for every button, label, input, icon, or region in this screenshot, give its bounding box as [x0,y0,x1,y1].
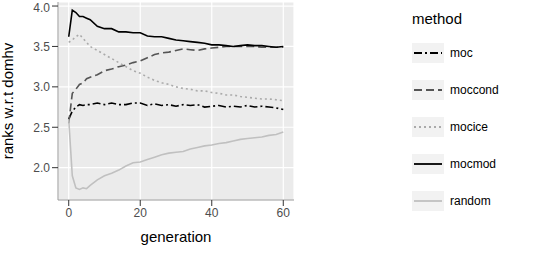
html-text:random: random [450,193,491,208]
html-text:mocmod: mocmod [450,156,496,171]
svg-text:60: 60 [277,206,291,220]
svg-text:ranks w.r.t domhv: ranks w.r.t domhv [8,42,16,159]
svg-text:3.0: 3.0 [33,80,50,94]
svg-text:generation: generation [141,228,212,245]
svg-text:2.0: 2.0 [33,161,50,175]
html-text:method: method [412,10,462,27]
svg-text:3.5: 3.5 [33,40,50,54]
svg-text:40: 40 [205,206,219,220]
html-text:moc: moc [450,45,473,60]
svg-text:2.5: 2.5 [33,121,50,135]
svg-text:0: 0 [65,206,72,220]
html-text:mocice: mocice [450,119,488,134]
svg-text:4.0: 4.0 [33,1,50,15]
svg-text:20: 20 [134,206,148,220]
html-text:moccond: moccond [450,82,499,97]
